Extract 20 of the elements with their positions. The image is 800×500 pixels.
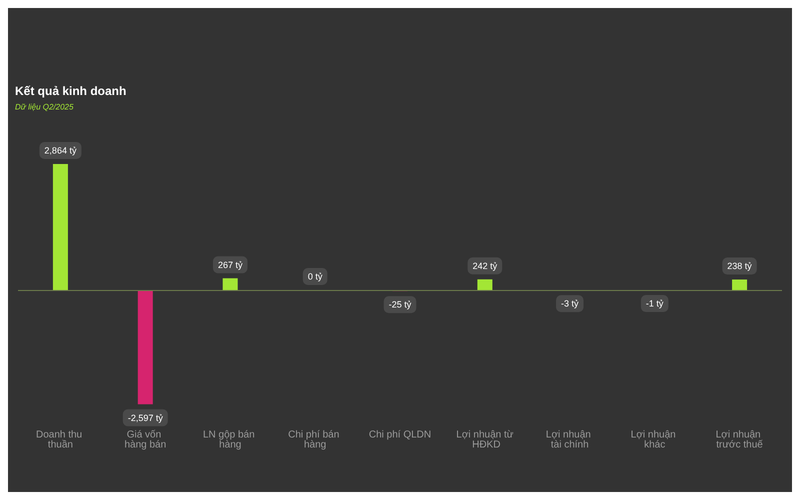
data-label: -3 tỷ — [561, 298, 580, 309]
data-label: 0 tỷ — [308, 272, 323, 282]
chart-subtitle: Dữ liệu Q2/2025 — [15, 102, 74, 112]
chart-title: Kết quả kinh doanh — [15, 84, 126, 98]
x-tick-label: Chi phí QLDN — [368, 430, 432, 440]
data-label: 238 tỷ — [727, 261, 752, 272]
x-tick-label: Doanh thu thuần — [36, 430, 85, 450]
data-label: -2,597 tỷ — [128, 412, 164, 423]
x-tick-label: LN gộp bán hàng — [202, 430, 258, 450]
x-tick-label: Chi phí bán hàng — [288, 430, 342, 450]
data-label: 2,864 tỷ — [44, 145, 77, 156]
x-tick-label: Lợi nhuận tài chính — [546, 430, 594, 450]
data-label: -25 tỷ — [388, 300, 412, 310]
x-tick-label: Lợi nhuận trước thuế — [716, 430, 764, 450]
x-tick-label: Lợi nhuận từ HĐKD — [456, 430, 514, 450]
data-label: 267 tỷ — [218, 260, 243, 270]
x-tick-label: Giá vốn hàng bán — [124, 430, 166, 450]
data-label: -1 tỷ — [646, 298, 664, 309]
x-tick-label: Lợi nhuận khác — [630, 430, 679, 450]
data-label: 242 tỷ — [472, 260, 498, 271]
